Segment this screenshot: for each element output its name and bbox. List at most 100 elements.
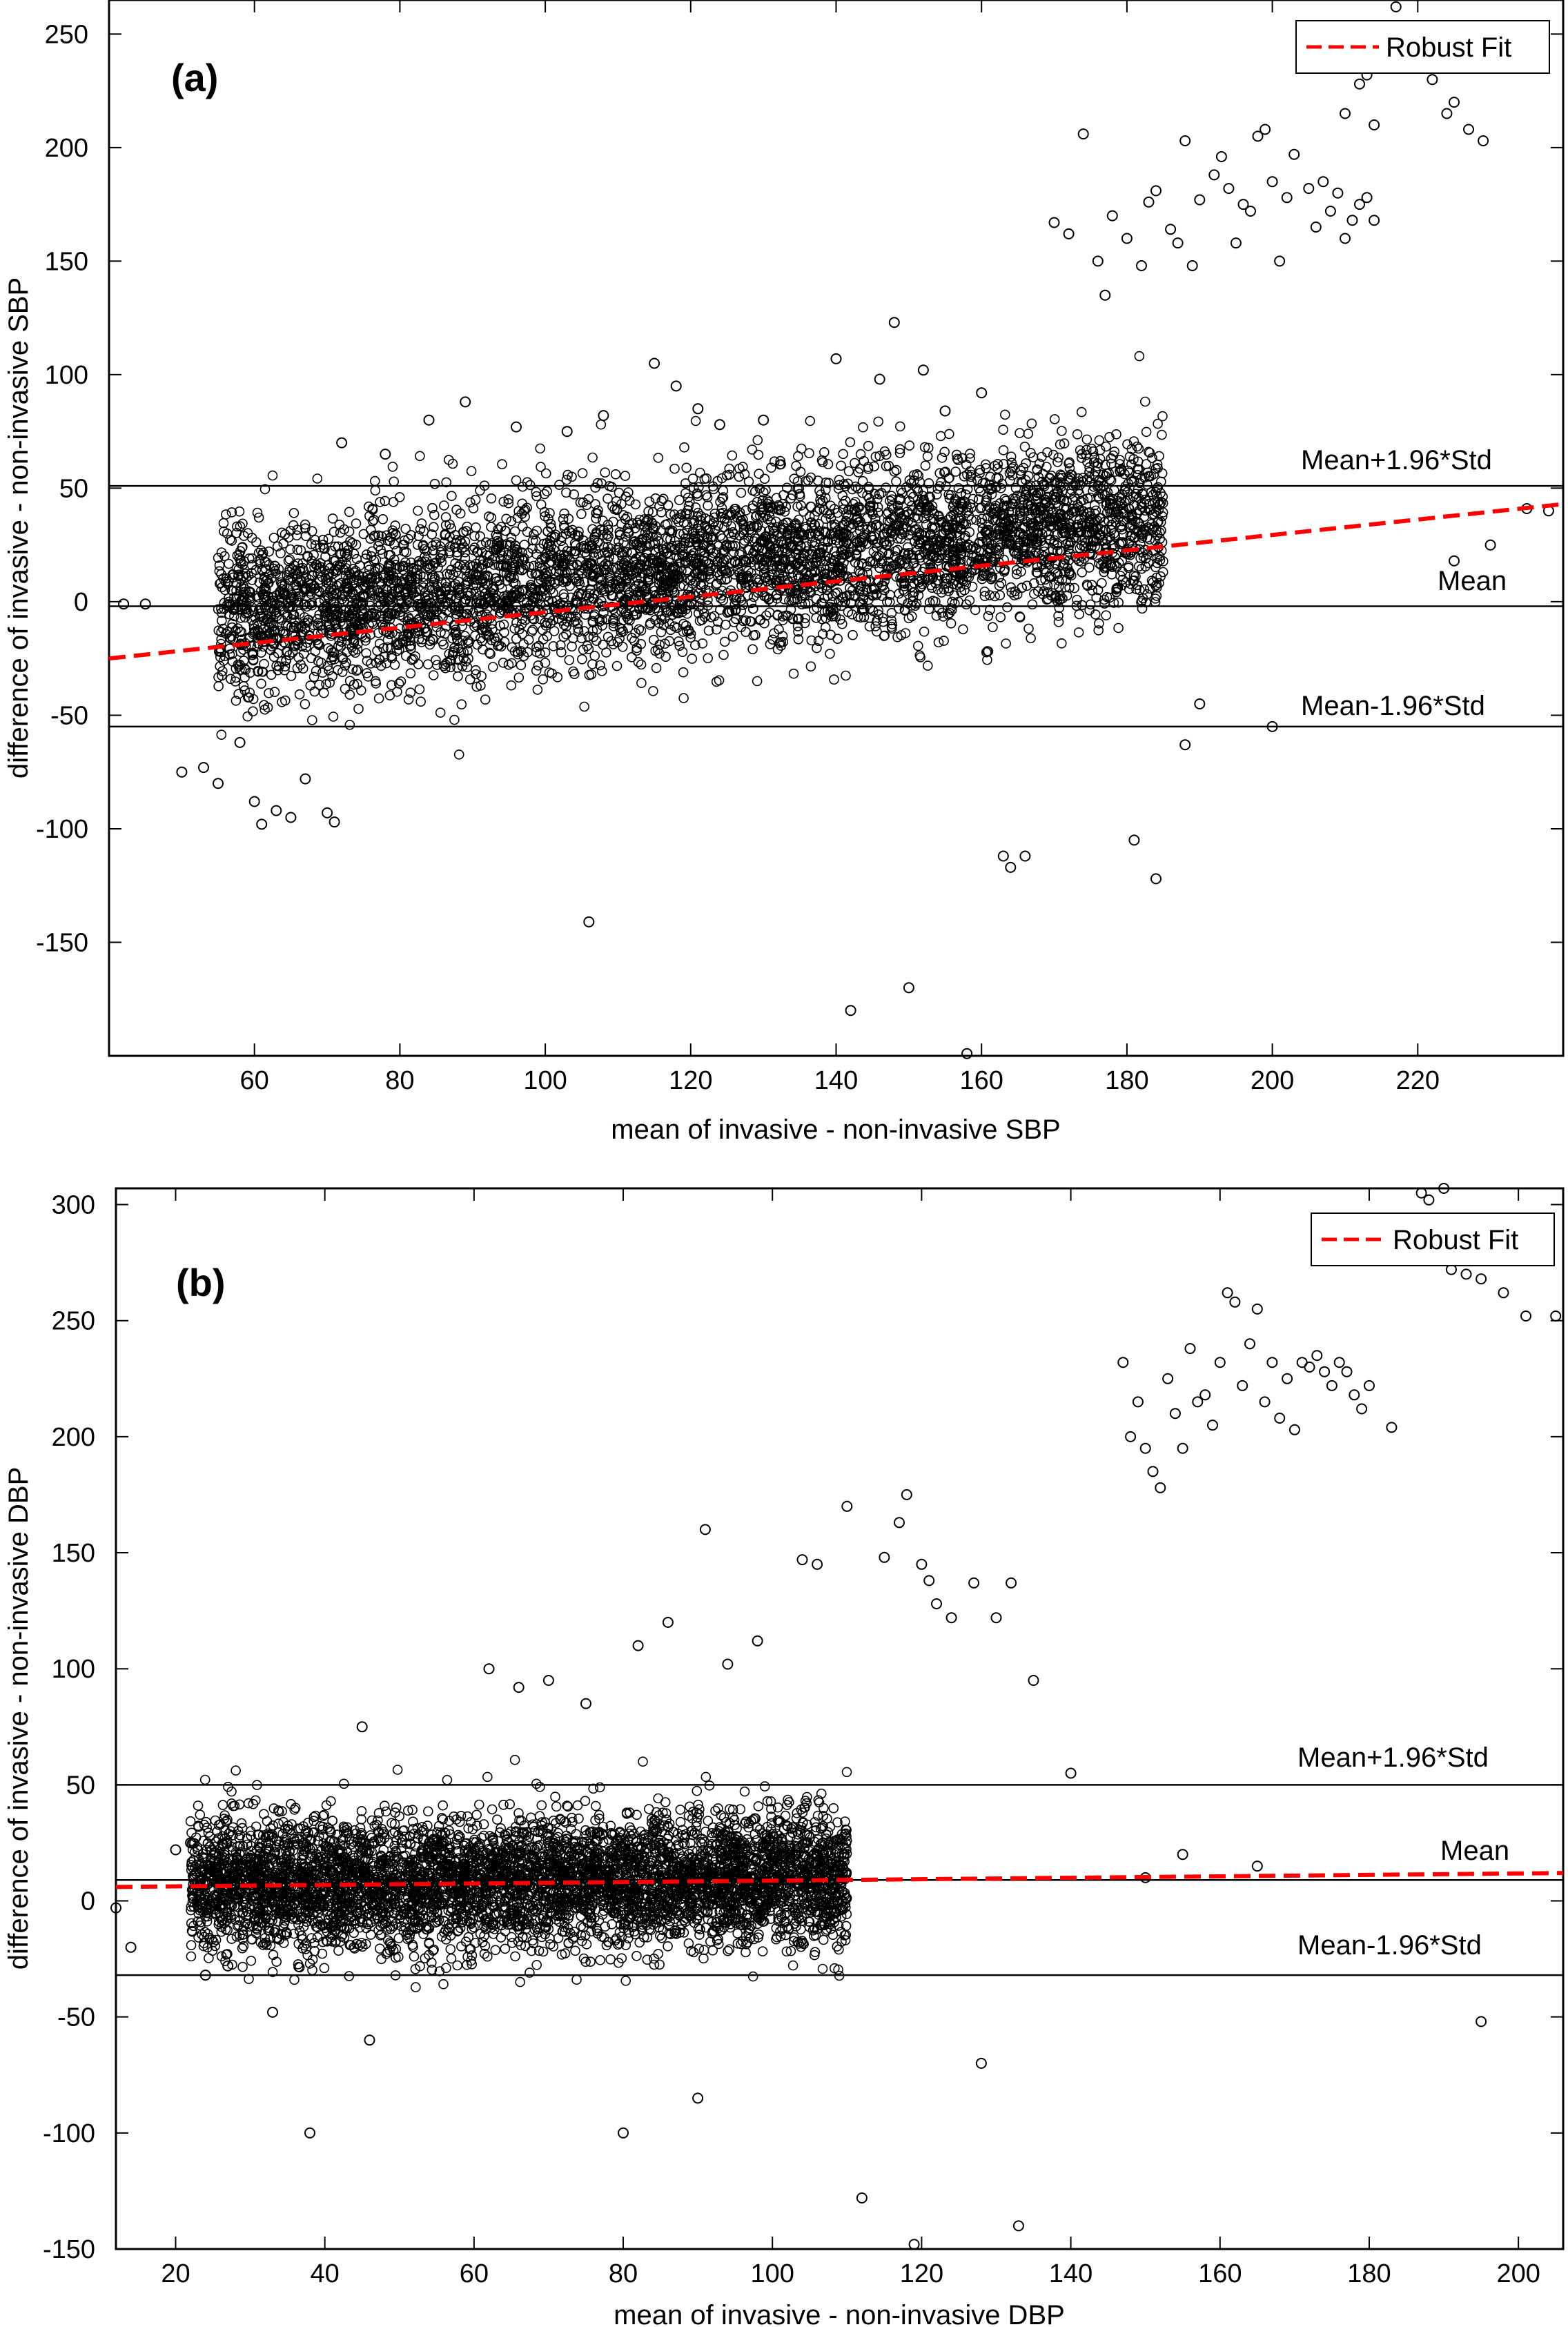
data-point xyxy=(809,604,819,615)
data-point xyxy=(1101,610,1111,621)
data-point xyxy=(318,687,329,698)
data-point xyxy=(496,522,507,532)
data-point xyxy=(984,590,995,600)
data-point xyxy=(944,429,954,440)
data-point xyxy=(218,656,229,666)
data-point xyxy=(1049,414,1060,424)
data-point xyxy=(811,613,821,623)
data-point xyxy=(626,651,637,662)
data-point xyxy=(213,680,224,691)
data-point xyxy=(891,476,901,487)
data-point xyxy=(344,507,355,518)
data-point xyxy=(754,469,764,479)
data-point xyxy=(1057,426,1067,436)
data-point xyxy=(1023,429,1034,439)
data-point xyxy=(1144,447,1155,458)
data-point xyxy=(1077,600,1088,611)
data-point xyxy=(977,513,988,524)
data-point xyxy=(412,540,423,550)
data-point xyxy=(1042,447,1052,458)
data-point xyxy=(913,640,923,651)
data-point xyxy=(800,613,811,624)
data-point xyxy=(939,446,950,458)
data-point xyxy=(687,473,698,484)
data-point xyxy=(266,669,277,680)
data-point xyxy=(214,566,225,577)
data-point xyxy=(1075,543,1085,553)
data-point xyxy=(870,451,881,462)
data-point xyxy=(1017,582,1027,593)
data-point xyxy=(542,486,552,497)
data-point xyxy=(294,689,305,700)
data-point xyxy=(678,693,689,703)
data-point xyxy=(280,695,291,706)
data-point xyxy=(752,435,763,446)
data-point xyxy=(1006,451,1017,462)
data-point xyxy=(549,626,560,636)
data-point xyxy=(308,671,320,683)
data-point xyxy=(329,527,340,538)
data-point xyxy=(747,444,758,455)
data-point xyxy=(300,531,311,542)
data-point xyxy=(506,680,517,691)
data-point xyxy=(617,641,628,652)
data-point xyxy=(644,496,655,507)
data-point xyxy=(1084,562,1095,573)
data-point xyxy=(636,659,647,670)
data-point xyxy=(727,450,738,461)
data-point xyxy=(387,461,398,472)
data-point xyxy=(894,603,904,614)
data-point xyxy=(576,509,587,520)
data-point xyxy=(598,639,608,650)
data-point xyxy=(665,625,676,636)
data-point xyxy=(752,676,763,687)
data-point xyxy=(636,678,647,689)
data-point xyxy=(506,516,517,527)
data-point xyxy=(1057,638,1067,649)
data-point xyxy=(288,508,300,518)
data-point xyxy=(1019,441,1030,452)
data-point xyxy=(513,672,525,683)
data-point xyxy=(446,564,457,575)
data-point xyxy=(540,468,551,479)
data-point xyxy=(539,489,550,500)
data-point xyxy=(719,522,729,533)
data-point xyxy=(621,547,632,558)
data-point xyxy=(1090,505,1101,516)
data-point xyxy=(611,660,623,671)
data-point xyxy=(1154,578,1164,589)
data-point xyxy=(805,415,816,426)
data-point xyxy=(509,623,520,634)
data-point xyxy=(689,640,700,651)
data-point xyxy=(587,452,598,463)
data-point xyxy=(933,637,944,648)
data-point xyxy=(344,720,355,730)
data-point xyxy=(476,680,486,691)
data-point xyxy=(791,460,801,471)
data-point xyxy=(1113,622,1124,634)
data-point xyxy=(493,524,504,535)
data-point xyxy=(1073,627,1084,638)
data-point xyxy=(507,658,517,669)
data-point xyxy=(994,590,1006,600)
data-point xyxy=(267,470,278,481)
data-point xyxy=(651,662,662,674)
data-point xyxy=(881,461,892,471)
data-point xyxy=(353,703,364,714)
data-point xyxy=(990,591,1000,602)
data-point xyxy=(405,668,416,679)
data-point xyxy=(979,591,990,602)
data-point xyxy=(344,526,355,537)
data-point xyxy=(681,462,692,473)
data-point xyxy=(1026,633,1036,644)
data-point xyxy=(268,532,280,543)
data-point xyxy=(706,612,716,622)
data-point xyxy=(913,471,924,481)
data-point xyxy=(965,449,975,459)
data-point xyxy=(538,634,549,645)
data-point xyxy=(719,636,730,647)
data-point xyxy=(870,621,881,631)
data-point xyxy=(703,653,713,664)
data-point xyxy=(1094,435,1105,446)
